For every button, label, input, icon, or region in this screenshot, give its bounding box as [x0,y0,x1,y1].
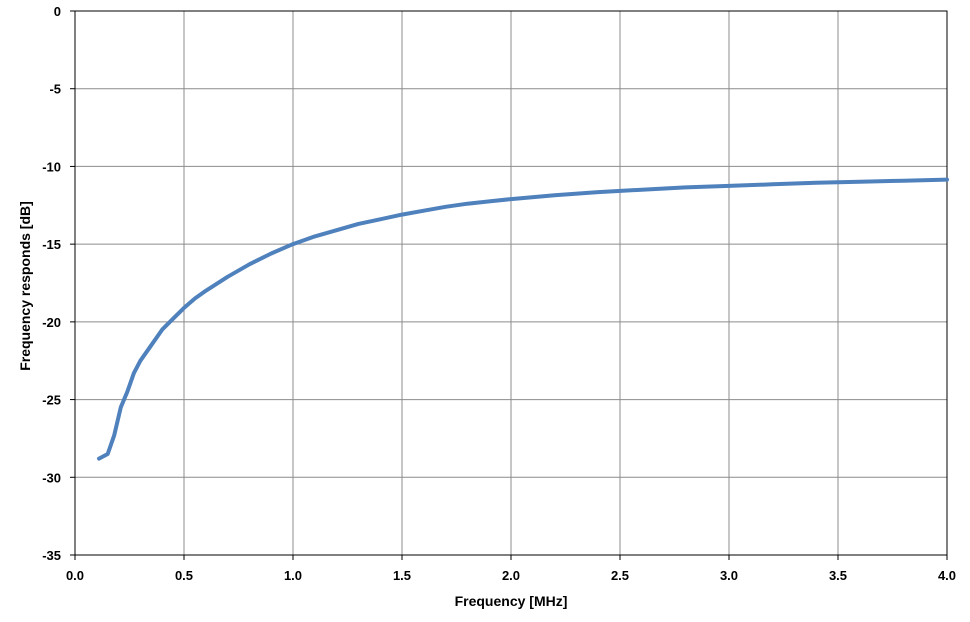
data-point [133,372,135,374]
data-point [401,214,403,216]
data-point [120,406,122,408]
data-point [336,229,338,231]
data-point [248,263,250,265]
x-axis-ticks: 0.0 0.5 1.0 1.5 2.0 2.5 3.0 3.5 4.0 [66,555,956,583]
y-tick-label: 0 [54,4,61,19]
data-point [139,360,141,362]
data-point [510,198,512,200]
data-point [126,391,128,393]
data-point [150,344,152,346]
data-point [684,186,686,188]
data-point [205,290,207,292]
y-tick-label: -20 [42,315,61,330]
data-point [161,329,163,331]
y-tick-label: -30 [42,470,61,485]
y-tick-label: -25 [42,393,61,408]
x-tick-label: 1.0 [284,568,302,583]
data-point [488,200,490,202]
data-point [859,181,861,183]
data-point [445,206,447,208]
data-point [772,183,774,185]
data-point [554,194,556,196]
y-axis-title: Frequency responds [dB] [17,201,33,371]
data-point [357,223,359,225]
x-tick-label: 0.0 [66,568,84,583]
x-tick-label: 2.5 [611,568,629,583]
data-point [728,185,730,187]
data-point [172,318,174,320]
x-tick-label: 3.5 [829,568,847,583]
data-point [107,453,109,455]
data-point [815,182,817,184]
y-tick-label: -35 [42,548,61,563]
series-group [97,177,949,461]
data-point [98,458,100,460]
y-tick-label: -5 [49,82,61,97]
data-point [946,179,948,181]
data-point [270,253,272,254]
y-tick-label: -10 [42,159,61,174]
y-axis-ticks: 0 -5 -10 -15 -20 -25 -30 -35 [42,4,75,563]
data-point [113,434,115,436]
x-tick-label: 2.0 [502,568,520,583]
grid-lines [74,10,948,556]
x-axis-title: Frequency [MHz] [455,593,568,609]
data-point [423,210,425,212]
data-point [194,298,196,299]
x-tick-label: 1.5 [393,568,411,583]
x-tick-label: 0.5 [175,568,193,583]
data-point [466,203,468,205]
data-point [183,307,185,309]
y-tick-label: -15 [42,237,61,252]
data-point [641,189,643,191]
data-point [379,218,381,220]
data-point [292,243,294,245]
data-point [597,191,599,193]
data-point [902,180,904,182]
x-tick-label: 3.0 [720,568,738,583]
data-point [227,276,229,278]
data-point [314,235,316,237]
x-tick-label: 4.0 [938,568,956,583]
